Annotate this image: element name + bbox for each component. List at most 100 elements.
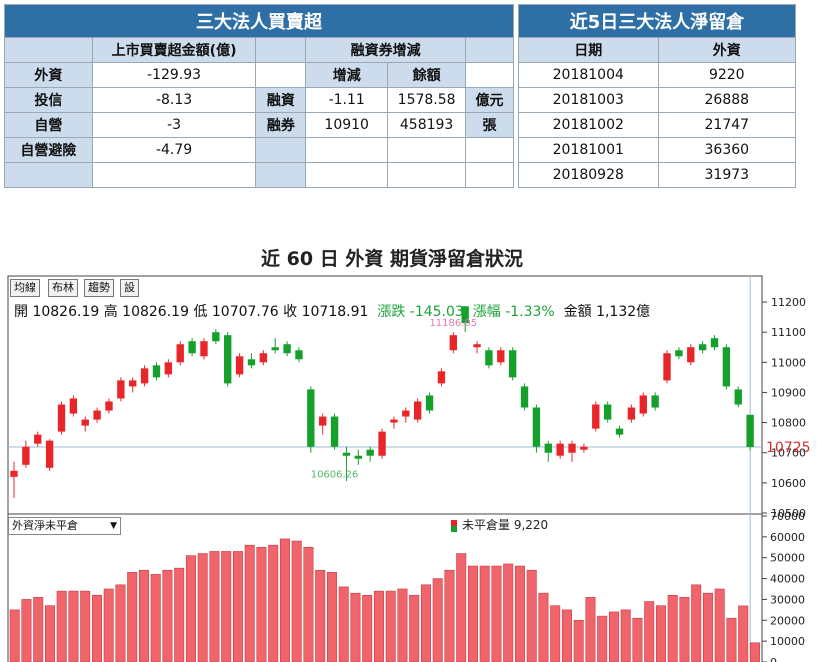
- candle-body: [449, 335, 457, 351]
- position-bar: [115, 584, 126, 662]
- position-bar: [127, 572, 138, 662]
- volume-panel-frame: [7, 513, 763, 662]
- position-bar: [726, 617, 737, 662]
- candle-body: [508, 350, 517, 378]
- row-label: 外資: [4, 62, 93, 88]
- candle-body: [45, 440, 54, 468]
- position-bar: [91, 594, 102, 662]
- position-bar: [585, 597, 596, 662]
- candle-body: [746, 414, 754, 447]
- position-bar: [21, 599, 32, 662]
- row-label: 自營避險: [4, 137, 93, 163]
- candle-body: [402, 410, 410, 417]
- position-bar: [385, 590, 396, 662]
- position-bar: [409, 594, 420, 662]
- date-cell: 20181004: [518, 62, 659, 88]
- position-bar: [44, 605, 55, 662]
- candle-body: [307, 389, 315, 447]
- candle-body: [271, 347, 279, 351]
- indicator-select-value: 外資淨未平倉: [12, 519, 78, 532]
- position-bar: [491, 565, 502, 662]
- candle-body: [390, 419, 398, 423]
- candle-body: [235, 356, 244, 375]
- net-position-table: 近5日三大法人淨留倉 日期 外資 20181004 9220 20181003 26…: [518, 4, 797, 188]
- position-bar: [244, 544, 255, 662]
- position-bar: [679, 597, 690, 662]
- candle-body: [663, 353, 671, 381]
- amount-value: 1,132億: [596, 304, 651, 320]
- ma-button[interactable]: 均線: [10, 279, 40, 297]
- settings-button[interactable]: 設: [120, 279, 139, 297]
- position-bar: [33, 597, 44, 662]
- change-value: -145.03: [409, 304, 464, 320]
- candle-body: [140, 368, 149, 384]
- candle-body: [722, 347, 731, 387]
- left-table-title: 三大法人買賣超: [4, 4, 514, 38]
- position-bar: [738, 605, 749, 662]
- date-cell: 20180928: [518, 162, 659, 188]
- position-bar: [691, 584, 702, 662]
- volume-tick-label: 30000: [770, 593, 805, 606]
- candle-body: [698, 344, 707, 351]
- candle-body: [129, 380, 137, 387]
- foreign-header: 外資: [657, 37, 797, 63]
- position-bar: [174, 567, 185, 662]
- volume-tick-label: 0: [770, 656, 777, 662]
- institutional-trade-table: 三大法人買賣超 上市買賣超金額(億) 融資券增減 外資 -129.93 增減 餘…: [4, 4, 514, 188]
- margin-balance: 458193: [387, 112, 467, 138]
- price-annotation: 10606.26: [311, 470, 359, 481]
- margin-unit: 億元: [465, 87, 514, 113]
- position-bar: [514, 565, 525, 662]
- position-bar: [373, 590, 384, 662]
- candle-body: [710, 338, 719, 348]
- volume-tick-label: 70000: [770, 510, 805, 523]
- low-value: 10707.76: [211, 304, 279, 320]
- amount-cell: -4.79: [91, 137, 257, 163]
- position-bar: [597, 615, 608, 662]
- position-bar: [573, 619, 584, 662]
- candle-body: [592, 404, 600, 429]
- volume-tick-label: 40000: [770, 573, 805, 586]
- candle-body: [164, 362, 173, 375]
- candle-body: [188, 341, 196, 354]
- amount-cell: -3: [91, 112, 257, 138]
- margin-change-header: 增減: [305, 62, 389, 88]
- price-annotation: 11186.05: [429, 318, 477, 329]
- legend-swatch-up: [451, 520, 457, 526]
- candle-body: [675, 350, 683, 357]
- price-tick-label: 10700: [771, 447, 806, 460]
- candle-body: [212, 332, 220, 342]
- amount-header: 上市買賣超金額(億): [91, 37, 257, 63]
- position-bar: [291, 540, 302, 662]
- margin-change: 10910: [305, 112, 389, 138]
- candle-body: [603, 404, 612, 420]
- volume-tick-label: 60000: [770, 531, 805, 544]
- position-bar: [644, 601, 655, 662]
- position-bar: [667, 594, 678, 662]
- chart-title: 近 60 日 外資 期貨淨留倉狀況: [261, 248, 523, 270]
- position-bar: [80, 590, 91, 662]
- candle-body: [152, 365, 161, 378]
- candle-body: [687, 347, 695, 363]
- candle-body: [200, 341, 208, 357]
- futures-chart: 10500 10600 10700 10800 10900 11000 11100 11200…: [7, 275, 811, 662]
- candle-body: [497, 350, 505, 363]
- position-bar: [538, 592, 549, 662]
- indicator-select[interactable]: 外資淨未平倉 ▼: [8, 517, 121, 535]
- candle-body: [319, 416, 327, 426]
- candle-body: [247, 359, 256, 366]
- last-price-label: 10725: [766, 440, 811, 456]
- position-bar: [561, 609, 572, 662]
- candle-body: [81, 419, 89, 426]
- candle-body: [295, 350, 303, 360]
- candle-body: [342, 452, 351, 456]
- blank-header: [4, 37, 93, 63]
- trend-button[interactable]: 趨勢: [84, 279, 114, 297]
- candle-body: [34, 434, 42, 444]
- bollinger-button[interactable]: 布林: [48, 279, 78, 297]
- candle-body: [425, 395, 434, 411]
- value-cell: 31973: [657, 162, 797, 188]
- position-bar: [232, 551, 243, 662]
- value-cell: 9220: [657, 62, 797, 88]
- candle-body: [224, 335, 232, 384]
